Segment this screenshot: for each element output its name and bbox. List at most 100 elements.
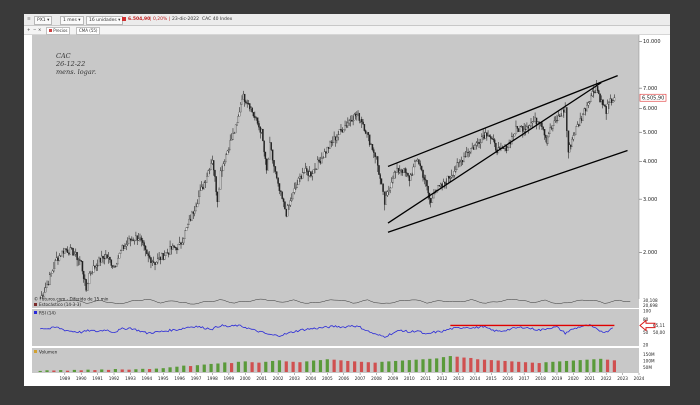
- price-candle-body: [594, 92, 596, 94]
- price-candle-body: [468, 151, 471, 153]
- price-candle-body: [214, 169, 216, 177]
- x-tick-label: 2023: [617, 376, 628, 381]
- price-candle-body: [378, 165, 380, 175]
- tab-cma[interactable]: CMA (55): [76, 27, 101, 35]
- price-candle-body: [549, 127, 551, 134]
- volume-bar: [209, 363, 213, 372]
- price-candle-body: [288, 204, 290, 206]
- price-candle-body: [180, 242, 182, 245]
- price-candle-body: [57, 257, 59, 261]
- volume-bar: [229, 363, 234, 372]
- price-candle-body: [579, 118, 581, 126]
- price-candle-body: [61, 250, 63, 257]
- price-candle-body: [580, 118, 583, 121]
- price-candle-body: [412, 166, 415, 176]
- price-candle-body: [336, 136, 338, 141]
- volume-bar: [482, 359, 487, 372]
- x-tick-label: 2014: [470, 376, 481, 381]
- volume-bar: [93, 370, 97, 372]
- price-candle-body: [522, 126, 524, 132]
- price-candle-body: [393, 172, 396, 179]
- price-candle-body: [375, 156, 378, 158]
- price-candle-body: [608, 102, 610, 105]
- stochastic-series: [56, 298, 631, 305]
- volume-bars: [38, 356, 616, 372]
- volume-bar: [578, 360, 582, 372]
- price-candle-body: [274, 166, 277, 172]
- add-icon[interactable]: +: [27, 27, 31, 32]
- price-candle-body: [178, 242, 181, 245]
- price-candle-body: [348, 120, 350, 124]
- price-candle-body: [396, 167, 398, 173]
- rsi-line: [40, 324, 613, 338]
- price-candle-body: [571, 139, 573, 147]
- arrow-left-icon: [639, 319, 656, 332]
- rsi-tick-label: 50: [643, 330, 649, 335]
- close-icon[interactable]: ×: [38, 27, 42, 32]
- x-tick-label: 2015: [486, 376, 497, 381]
- price-candle-body: [215, 176, 217, 192]
- rsi-last-value: 65,11: [653, 323, 665, 328]
- price-candle-body: [243, 93, 246, 102]
- price-candle-body: [87, 283, 89, 291]
- price-candle-body: [280, 190, 282, 192]
- volume-bar: [421, 359, 425, 372]
- price-candle-body: [254, 115, 256, 118]
- price-candle-body: [69, 247, 72, 255]
- price-candle-body: [300, 176, 303, 179]
- price-candle-body: [169, 246, 171, 255]
- price-candle-body: [520, 126, 523, 128]
- volume-bar: [243, 361, 247, 372]
- price-candle-body: [376, 156, 379, 166]
- price-candle-body: [304, 168, 307, 173]
- price-candle-body: [176, 247, 178, 251]
- price-candle-body: [206, 176, 208, 183]
- price-candle-body: [415, 160, 417, 162]
- price-candle-body: [198, 196, 200, 205]
- price-candle-body: [459, 161, 461, 163]
- volume-bar: [537, 363, 541, 372]
- volume-bar: [414, 359, 418, 372]
- price-candle-body: [177, 243, 180, 251]
- price-candle-body: [452, 175, 454, 177]
- units-selector[interactable]: 16 unidades ▾: [86, 16, 124, 25]
- x-tick-label: 2019: [552, 376, 563, 381]
- price-candle-body: [221, 170, 223, 172]
- price-candle-body: [404, 168, 406, 173]
- last-price-tag: 6.505,90: [639, 93, 667, 102]
- price-candle-body: [399, 170, 401, 173]
- volume-tick-label: 100M: [643, 359, 655, 364]
- menu-icon[interactable]: ≡: [27, 17, 31, 22]
- price-candle-body: [414, 161, 416, 168]
- symbol-label: PX1: [37, 18, 46, 23]
- price-candle-body: [262, 128, 264, 141]
- price-change: | 0,20% |: [150, 17, 171, 22]
- x-axis-bg: [32, 373, 639, 385]
- price-candle-body: [73, 254, 76, 256]
- volume-bar: [175, 366, 179, 372]
- symbol-selector[interactable]: PX1 ▾: [34, 16, 53, 25]
- price-candle-body: [461, 160, 464, 163]
- price-candle-body: [358, 112, 361, 121]
- volume-bar: [120, 369, 124, 372]
- volume-bar: [558, 361, 562, 372]
- period-selector[interactable]: 1 mes ▾: [60, 16, 84, 25]
- y-tick-label: 4.000: [643, 159, 657, 165]
- x-tick-label: 2000: [240, 376, 251, 381]
- price-candle-body: [237, 116, 240, 124]
- trend-line: [387, 82, 602, 224]
- price-candle-body: [487, 135, 489, 137]
- rsi-mid-value: 50,00: [653, 330, 665, 335]
- price-candle-body: [371, 144, 374, 150]
- price-candle-body: [342, 129, 345, 133]
- volume-bar: [489, 360, 493, 372]
- price-series: [39, 79, 616, 299]
- tab-precios[interactable]: Precios: [46, 27, 71, 35]
- x-tick-label: 2001: [256, 376, 267, 381]
- price-candle-body: [74, 251, 77, 255]
- price-candle-body: [524, 128, 527, 130]
- price-candle-body: [489, 136, 492, 139]
- remove-icon[interactable]: −: [33, 27, 37, 32]
- price-candle-body: [449, 177, 452, 179]
- volume-bar: [435, 358, 439, 372]
